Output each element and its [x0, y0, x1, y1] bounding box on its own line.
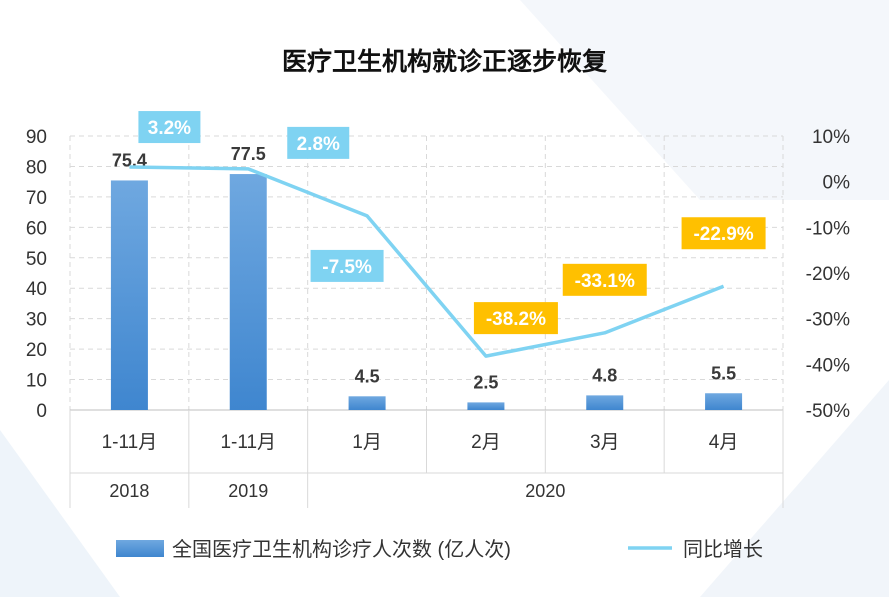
- bar-data-label: 4.8: [592, 365, 617, 385]
- line-data-label: -7.5%: [322, 257, 372, 278]
- y-right-tick-label: -50%: [806, 401, 850, 422]
- y-right-tick-label: 0%: [823, 173, 851, 194]
- y-left-tick-label: 60: [26, 218, 47, 239]
- y-left-tick-label: 70: [26, 188, 47, 209]
- y-left-tick-label: 90: [26, 127, 47, 148]
- bar: [586, 395, 624, 410]
- bar: [705, 393, 743, 410]
- x-tick-label: 2月: [471, 432, 501, 453]
- y-right-tick-label: -30%: [806, 310, 850, 331]
- y-left-tick-label: 30: [26, 310, 47, 331]
- line-data-label: -33.1%: [575, 271, 635, 292]
- y-right-tick-label: -10%: [806, 218, 850, 239]
- x-group-label: 2019: [228, 481, 268, 501]
- bar-data-label: 4.5: [355, 366, 380, 386]
- bar: [229, 174, 267, 410]
- legend-label-bar: 全国医疗卫生机构诊疗人次数 (亿人次): [172, 538, 511, 561]
- y-right-tick-label: -40%: [806, 355, 850, 376]
- line-series: [129, 165, 725, 358]
- line-data-label-box: [287, 126, 350, 159]
- line-data-label: -38.2%: [486, 309, 546, 330]
- line-data-label-box: [138, 111, 201, 144]
- line-data-label-box: [562, 263, 647, 296]
- x-tick-label: 1月: [352, 432, 382, 453]
- x-group-label: 2020: [525, 481, 565, 501]
- line-data-label: 3.2%: [148, 118, 191, 139]
- line-data-label-box: [473, 302, 558, 335]
- x-tick-label: 1-11月: [220, 432, 276, 453]
- bar: [467, 402, 505, 410]
- line-data-label-box: [310, 249, 384, 282]
- x-tick-label: 4月: [709, 432, 739, 453]
- line-data-label-box: [681, 217, 766, 250]
- chart-title: 医疗卫生机构就诊正逐步恢复: [281, 47, 607, 76]
- y-right-tick-label: 10%: [812, 127, 850, 148]
- bar-data-label: 5.5: [711, 363, 736, 383]
- y-left-tick-label: 20: [26, 340, 47, 361]
- line-data-label: -22.9%: [693, 224, 753, 245]
- y-left-tick-label: 80: [26, 157, 47, 178]
- x-tick-label: 1-11月: [102, 432, 158, 453]
- y-right-tick-label: -20%: [806, 264, 850, 285]
- y-left-tick-label: 40: [26, 279, 47, 300]
- bar: [110, 180, 148, 410]
- x-tick-label: 3月: [590, 432, 620, 453]
- bar-data-label: 77.5: [231, 144, 266, 164]
- bar: [348, 396, 386, 410]
- y-left-tick-label: 10: [26, 371, 47, 392]
- legend-swatch-bar: [116, 540, 164, 557]
- x-group-label: 2018: [109, 481, 149, 501]
- y-left-tick-label: 50: [26, 249, 47, 270]
- line-data-label: 2.8%: [297, 134, 340, 155]
- y-left-tick-label: 0: [36, 401, 47, 422]
- legend-label-line: 同比增长: [683, 538, 763, 561]
- bar-data-label: 2.5: [473, 372, 498, 392]
